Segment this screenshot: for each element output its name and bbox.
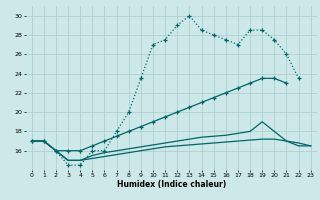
- X-axis label: Humidex (Indice chaleur): Humidex (Indice chaleur): [116, 180, 226, 189]
